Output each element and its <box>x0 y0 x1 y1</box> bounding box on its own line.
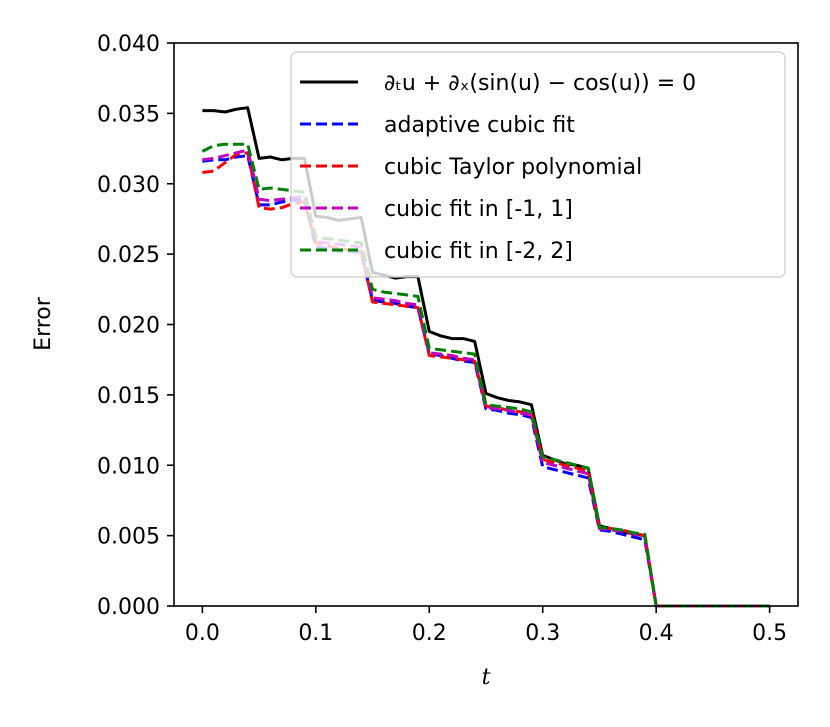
x-tick-label: 0.0 <box>185 621 220 646</box>
y-tick-label: 0.015 <box>97 384 160 409</box>
legend-label: cubic fit in [-1, 1] <box>384 197 573 222</box>
y-tick-label: 0.020 <box>97 314 160 339</box>
y-tick-label: 0.010 <box>97 454 160 479</box>
y-tick-label: 0.000 <box>97 595 160 620</box>
legend-label: ∂ₜu + ∂ₓ(sin(u) − cos(u)) = 0 <box>384 71 696 96</box>
x-axis-label: t <box>482 665 491 690</box>
legend-box <box>290 51 786 278</box>
x-tick-label: 0.1 <box>298 621 333 646</box>
legend-label: cubic fit in [-2, 2] <box>384 239 573 264</box>
y-tick-label: 0.035 <box>97 102 160 127</box>
legend-label: cubic Taylor polynomial <box>384 155 642 180</box>
x-tick-label: 0.5 <box>752 621 787 646</box>
x-tick-label: 0.4 <box>639 621 674 646</box>
legend: ∂ₜu + ∂ₓ(sin(u) − cos(u)) = 0 adaptive cu… <box>290 51 786 278</box>
series-line-cubic-fit-in-2-2 <box>201 142 770 608</box>
legend-label: adaptive cubic fit <box>384 113 575 138</box>
x-tick-label: 0.3 <box>525 621 560 646</box>
y-tick-label: 0.005 <box>97 525 160 550</box>
y-tick-label: 0.025 <box>97 243 160 268</box>
y-tick-label: 0.040 <box>97 32 160 57</box>
x-tick-label: 0.2 <box>412 621 447 646</box>
y-axis: 0.000 0.005 0.010 0.015 0.020 0.025 0.030 0.035… <box>97 32 174 620</box>
series-layer <box>201 106 770 608</box>
x-axis: 0.0 0.1 0.2 0.3 0.4 0.5 <box>185 606 787 646</box>
y-tick-label: 0.030 <box>97 173 160 198</box>
y-axis-label: Error <box>31 296 56 351</box>
